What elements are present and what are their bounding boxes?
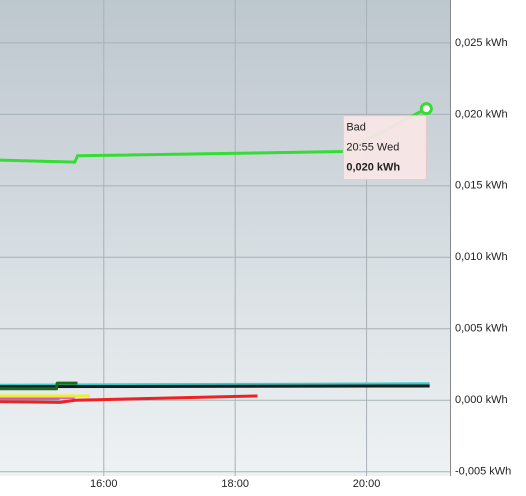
tooltip: Bad 20:55 Wed 0,020 kWh [342, 115, 427, 181]
series-line [0, 384, 430, 389]
x-tick-label: 16:00 [90, 478, 118, 490]
y-tick-label: 0,005 kWh [455, 323, 508, 335]
tooltip-series: Bad [346, 122, 366, 134]
y-tick-label: 0,020 kWh [455, 108, 508, 120]
tooltip-time: 20:55 Wed [346, 142, 399, 154]
series-line [0, 382, 430, 387]
y-tick-label: -0,005 kWh [455, 466, 511, 478]
y-tick-label: 0,025 kWh [455, 37, 508, 49]
x-tick-label: 18:00 [221, 478, 249, 490]
x-tick-label: 20:00 [353, 478, 381, 490]
y-tick-label: 0,010 kWh [455, 251, 508, 263]
tooltip-value: 0,020 kWh [346, 162, 400, 174]
plot-area [0, 0, 450, 476]
y-tick-label: 0,000 kWh [455, 394, 508, 406]
y-tick-label: 0,015 kWh [455, 180, 508, 192]
hover-marker [419, 102, 433, 116]
tooltip-box [342, 115, 427, 181]
series-line [0, 381, 78, 391]
series-line [0, 394, 258, 404]
